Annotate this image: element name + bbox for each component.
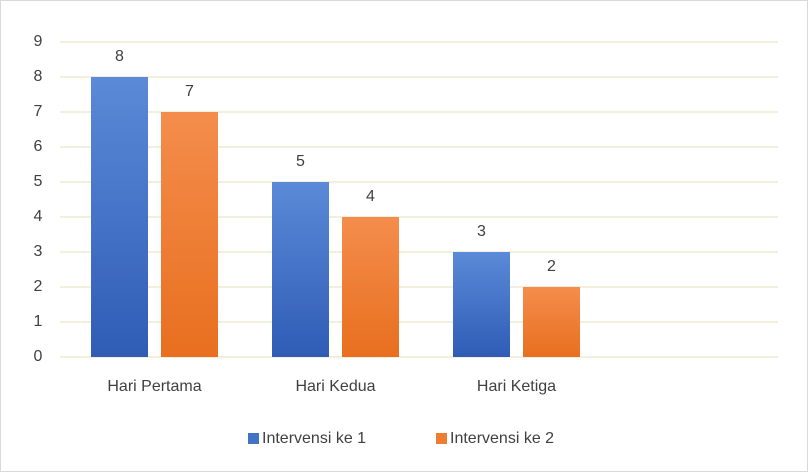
y-tick-label: 9 [34, 33, 43, 50]
data-label: 8 [115, 48, 124, 65]
y-tick-label: 6 [34, 138, 43, 155]
y-tick-label: 2 [34, 278, 43, 295]
y-tick-label: 3 [34, 243, 43, 260]
data-label: 7 [185, 83, 194, 100]
y-tick-label: 1 [34, 313, 43, 330]
data-label: 4 [366, 188, 375, 205]
bar [272, 182, 329, 357]
y-tick-label: 8 [34, 68, 43, 85]
y-tick-label: 4 [34, 208, 43, 225]
data-label: 5 [296, 153, 305, 170]
x-tick-label: Hari Kedua [295, 378, 375, 395]
x-tick-label: Hari Ketiga [477, 378, 556, 395]
legend-label: Intervensi ke 1 [262, 430, 366, 447]
bar [453, 252, 510, 357]
legend-swatch [436, 433, 447, 444]
data-label: 2 [547, 258, 556, 275]
bar [161, 112, 218, 357]
y-tick-label: 5 [34, 173, 43, 190]
legend-swatch [248, 433, 259, 444]
bar [523, 287, 580, 357]
bar [342, 217, 399, 357]
y-tick-label: 0 [34, 348, 43, 365]
bar [91, 77, 148, 357]
x-tick-label: Hari Pertama [107, 378, 201, 395]
legend-label: Intervensi ke 2 [450, 430, 554, 447]
data-label: 3 [477, 223, 486, 240]
y-tick-label: 7 [34, 103, 43, 120]
